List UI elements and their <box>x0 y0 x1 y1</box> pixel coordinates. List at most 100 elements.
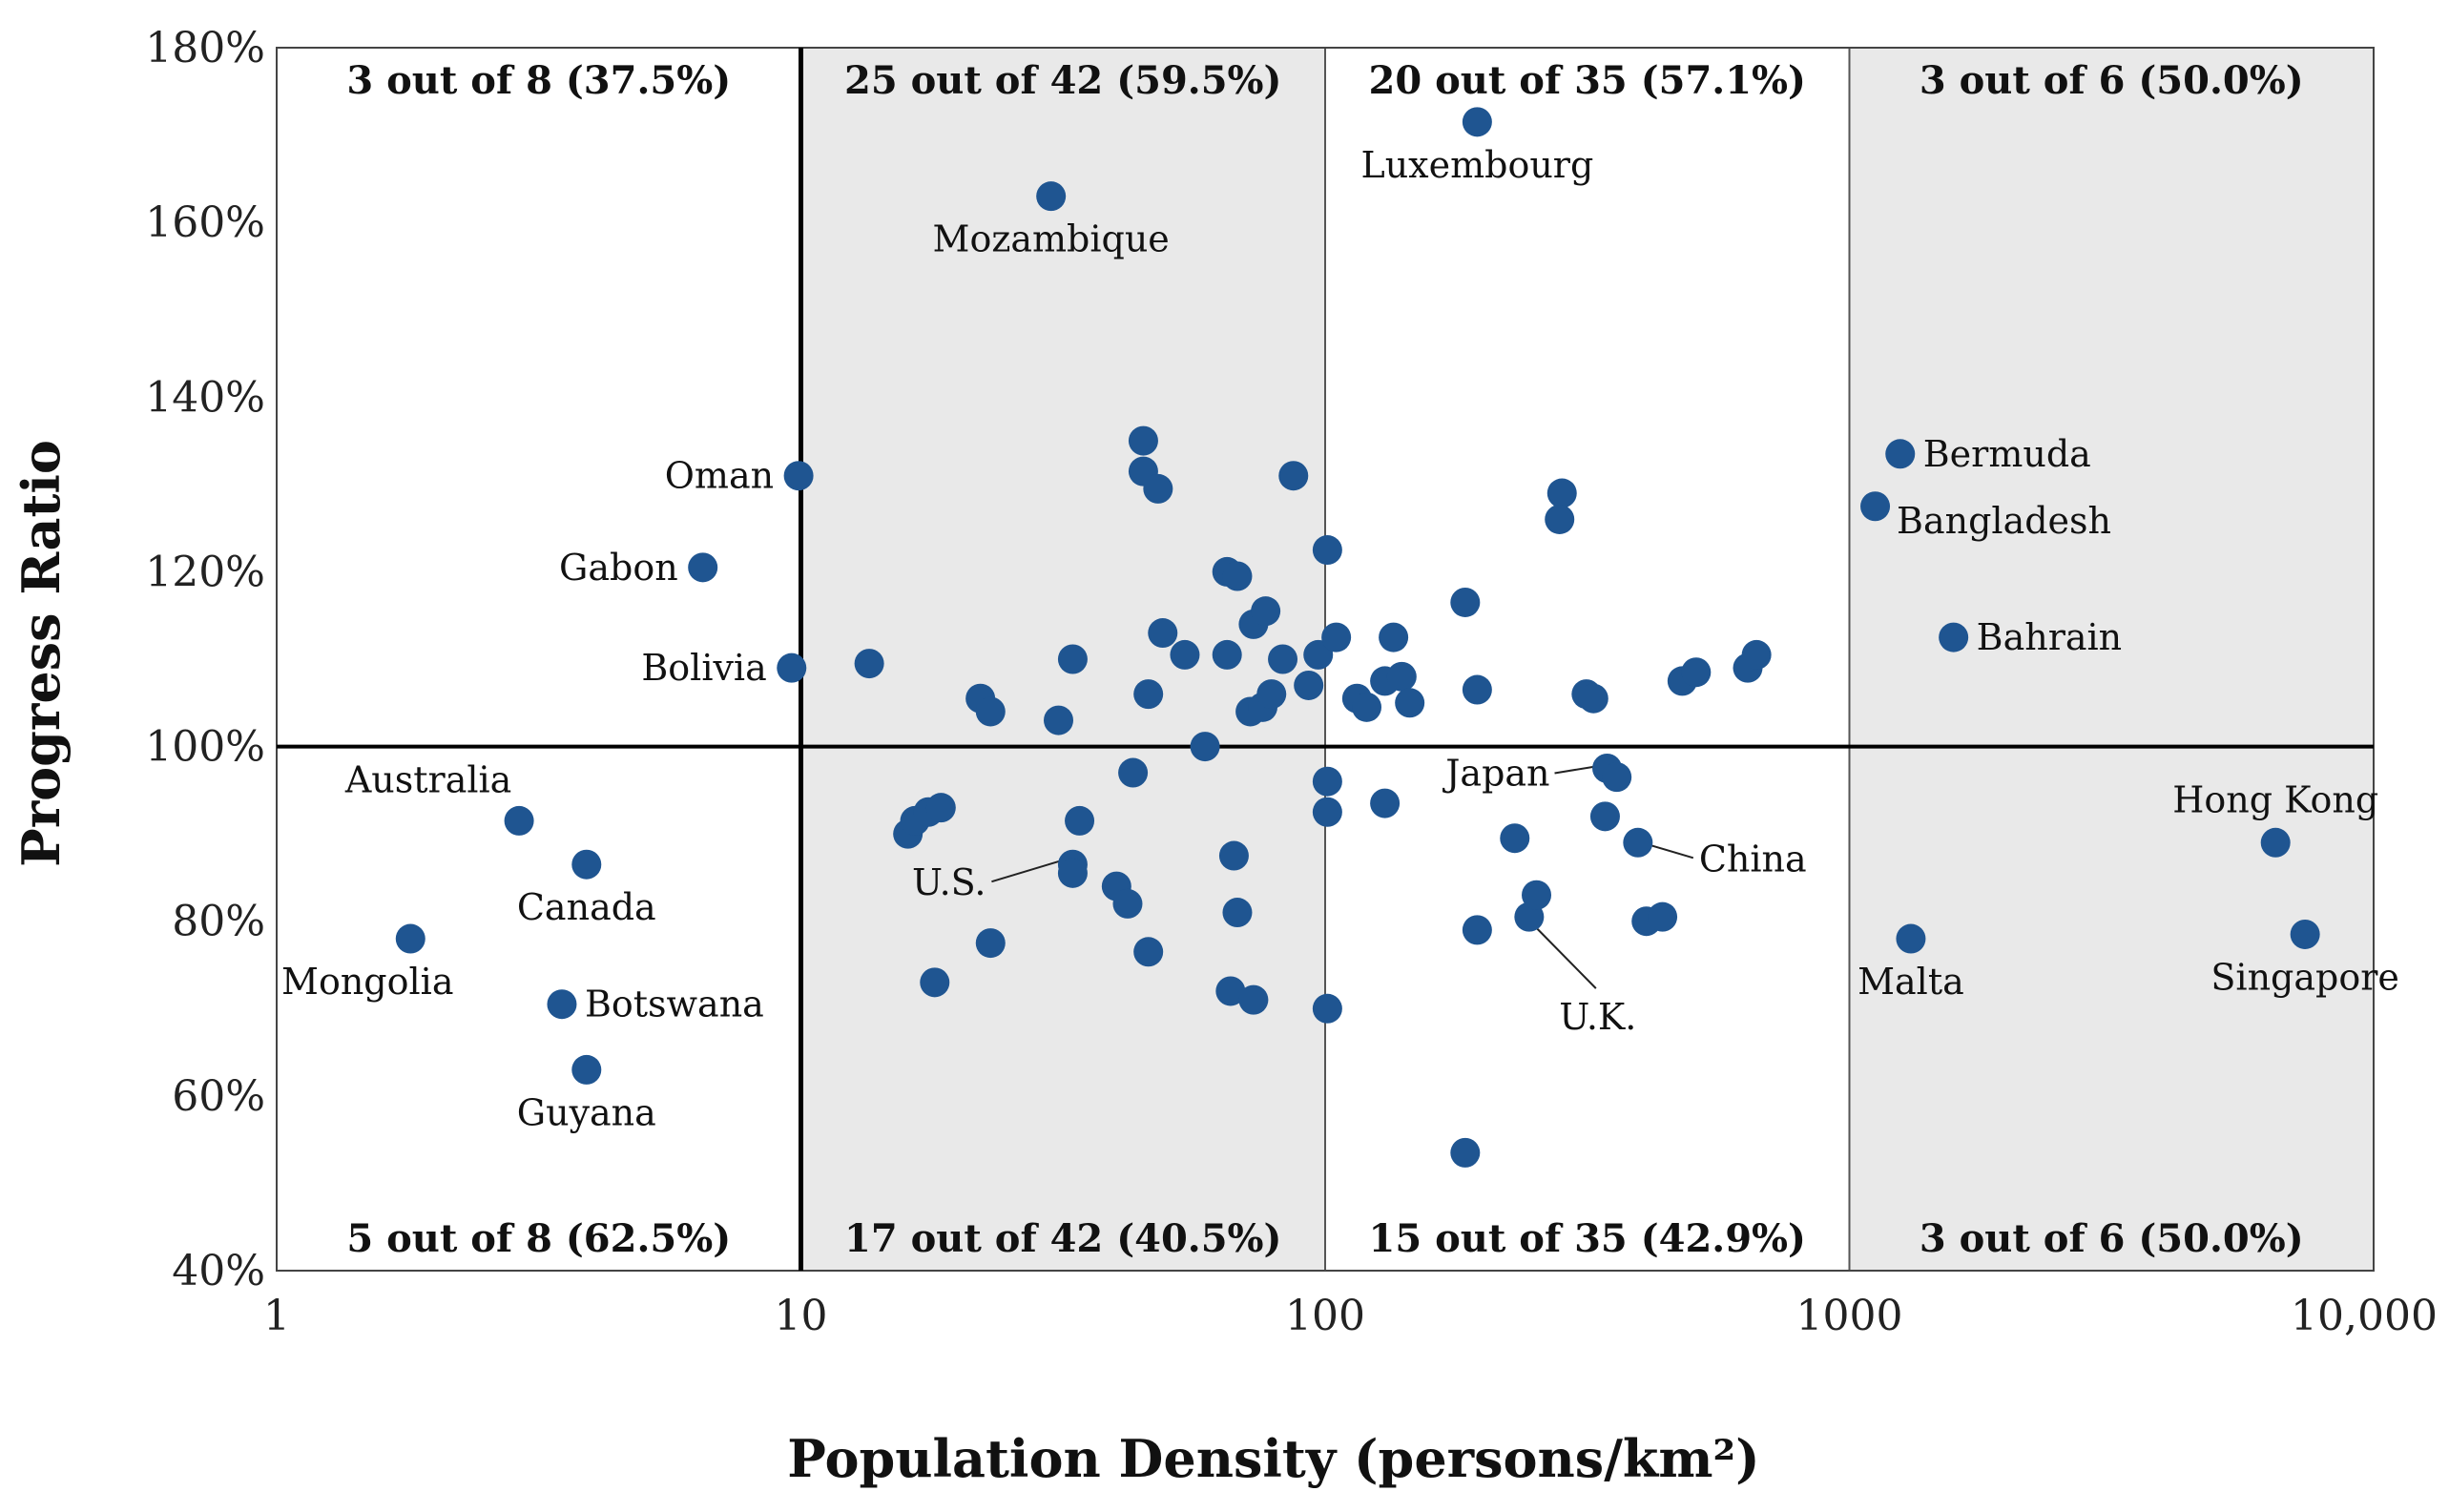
data-point <box>1057 644 1088 674</box>
data-point <box>1133 679 1164 710</box>
data-point <box>1462 915 1492 945</box>
y-tick-label: 60% <box>172 1072 265 1121</box>
data-point <box>1251 596 1281 627</box>
data-point <box>1370 788 1401 818</box>
point-label: Bermuda <box>1923 433 2091 475</box>
y-tick-label: 40% <box>172 1247 265 1295</box>
data-point <box>1602 762 1632 793</box>
point-label: Australia <box>344 758 511 800</box>
point-label: Bangladesh <box>1897 500 2111 542</box>
data-point <box>1128 425 1158 456</box>
data-point <box>688 552 718 583</box>
data-point <box>1578 683 1608 714</box>
data-point <box>2260 827 2291 858</box>
data-point <box>975 928 1006 959</box>
x-tick-label: 100 <box>1285 1292 1365 1340</box>
data-point <box>1860 491 1891 522</box>
point-label: Guyana <box>517 1091 656 1133</box>
data-point <box>1112 888 1143 919</box>
point-label: Bolivia <box>641 647 766 689</box>
data-point <box>1500 823 1530 854</box>
y-tick-label: 160% <box>145 198 265 247</box>
y-tick-label: 80% <box>172 898 265 946</box>
data-point <box>1312 797 1342 827</box>
data-point <box>1352 692 1382 722</box>
data-point <box>1648 901 1678 932</box>
point-label: Canada <box>517 886 656 928</box>
point-labels: Luxembourg Mozambique Oman Gabon Bolivia Aust… <box>281 144 2399 1134</box>
data-point <box>1379 622 1409 652</box>
quadrant-label: 3 out of 8 (37.5%) <box>346 58 731 103</box>
data-point <box>1312 993 1342 1024</box>
plot-border <box>276 47 2375 1272</box>
point-label: Gabon <box>559 547 678 589</box>
data-point <box>783 461 814 491</box>
data-point <box>1312 535 1342 566</box>
data-point <box>1065 805 1095 836</box>
x-axis-title: Population Density (persons/km²) <box>787 1428 1759 1489</box>
data-point <box>1118 757 1149 788</box>
quadrant-label: 15 out of 35 (42.9%) <box>1369 1216 1806 1261</box>
shaded-band <box>1849 48 2374 1271</box>
plot-frame <box>276 47 2375 1272</box>
data-point <box>1256 679 1287 710</box>
data-point <box>571 1054 602 1085</box>
point-label: U.S. <box>912 861 986 903</box>
data-point <box>1133 937 1164 967</box>
data-point <box>1278 461 1309 491</box>
data-point <box>1148 618 1178 649</box>
data-point <box>571 849 602 880</box>
data-point <box>2290 919 2320 949</box>
data-point <box>1885 439 1916 469</box>
data-point <box>1450 1137 1481 1168</box>
data-point <box>1546 478 1577 508</box>
data-point <box>1589 801 1620 832</box>
quadrant-labels: 3 out of 8 (37.5%) 25 out of 42 (59.5%) 20… <box>346 58 2303 1261</box>
data-point <box>1681 657 1712 688</box>
point-label: Oman <box>665 455 774 497</box>
data-point <box>1044 705 1074 735</box>
quadrant-label: 3 out of 6 (50.0%) <box>1920 1216 2304 1261</box>
x-tick-label: 1 <box>263 1292 290 1340</box>
data-point <box>1057 858 1088 888</box>
data-point <box>1143 473 1173 504</box>
data-point <box>1170 639 1200 670</box>
data-point <box>975 696 1006 727</box>
data-point <box>777 652 807 683</box>
data-point <box>1395 688 1425 718</box>
data-point <box>1238 984 1269 1015</box>
data-point <box>1222 561 1253 591</box>
axis-ticks: 40% 60% 80% 100% 120% 140% 160% 180% 1 10 100 1000 1… <box>145 24 2438 1340</box>
y-axis-title: Progress Ratio <box>10 440 72 867</box>
data-point <box>1222 898 1253 928</box>
data-point <box>1462 107 1492 137</box>
data-point <box>1215 976 1246 1006</box>
point-label: Luxembourg <box>1360 144 1593 186</box>
leader-line <box>991 860 1062 883</box>
x-tick-label: 10,000 <box>2291 1292 2438 1340</box>
y-tick-label: 120% <box>145 548 265 596</box>
data-point <box>1462 674 1492 705</box>
data-point <box>1741 639 1772 670</box>
y-tick-label: 100% <box>145 723 265 772</box>
point-label: Malta <box>1858 961 1964 1003</box>
y-tick-label: 180% <box>145 24 265 72</box>
data-point <box>1268 644 1298 674</box>
data-point <box>504 805 534 836</box>
leader-line <box>1650 844 1694 860</box>
point-label: Mozambique <box>933 218 1170 260</box>
data-point <box>854 649 884 679</box>
data-point <box>547 989 577 1020</box>
leader-lines <box>991 765 1694 989</box>
point-label: Bahrain <box>1977 616 2123 658</box>
data-point <box>1939 622 1969 652</box>
data-point <box>1294 670 1324 700</box>
point-label: China <box>1699 838 1807 880</box>
data-point <box>1036 181 1067 212</box>
data-point <box>920 967 950 998</box>
leader-line <box>1536 927 1597 989</box>
point-label: Singapore <box>2210 956 2399 998</box>
band-dividers <box>1324 48 1851 1271</box>
data-point <box>925 793 956 823</box>
data-point <box>1386 661 1417 692</box>
